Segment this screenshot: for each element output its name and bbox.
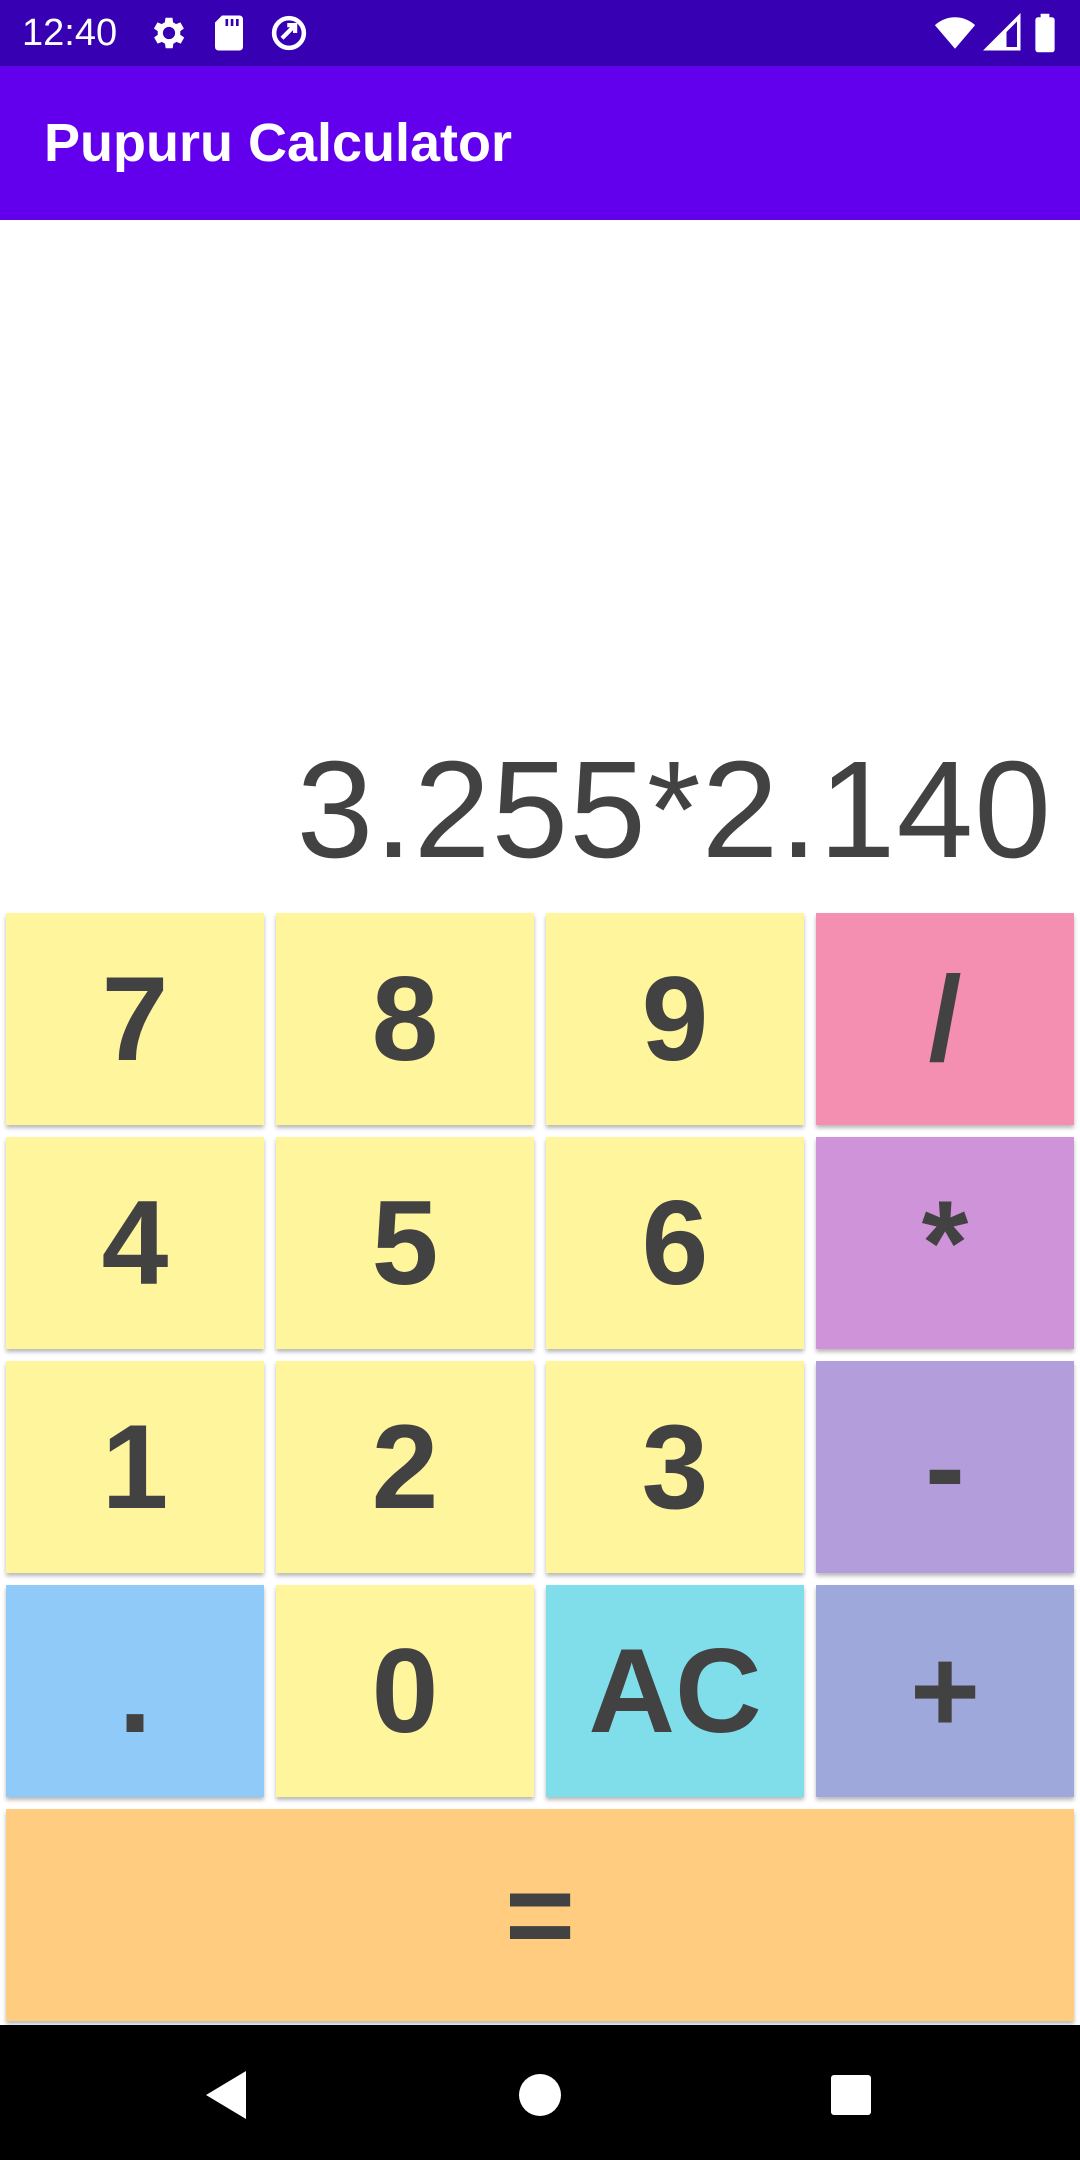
wifi-icon: [934, 12, 976, 54]
multiply-button[interactable]: *: [816, 1137, 1074, 1349]
equals-button[interactable]: =: [6, 1809, 1074, 2021]
key-3[interactable]: 3: [546, 1361, 804, 1573]
navigation-bar: [0, 2025, 1080, 2160]
expression-display: 3.255*2.140: [296, 733, 1052, 887]
status-time: 12:40: [22, 12, 118, 54]
status-bar: 12:40: [0, 0, 1080, 66]
recents-icon[interactable]: [811, 2055, 891, 2135]
key-9[interactable]: 9: [546, 913, 804, 1125]
gear-icon: [148, 12, 190, 54]
key-8[interactable]: 8: [276, 913, 534, 1125]
key-1[interactable]: 1: [6, 1361, 264, 1573]
key-6[interactable]: 6: [546, 1137, 804, 1349]
key-0[interactable]: 0: [276, 1585, 534, 1797]
key-7[interactable]: 7: [6, 913, 264, 1125]
cellular-signal-icon: [982, 12, 1024, 54]
sd-card-icon: [208, 12, 250, 54]
divide-button[interactable]: /: [816, 913, 1074, 1125]
decimal-point-button[interactable]: .: [6, 1585, 264, 1797]
calculator-display: 3.255*2.140: [0, 220, 1080, 910]
subtract-button[interactable]: -: [816, 1361, 1074, 1573]
home-icon[interactable]: [500, 2055, 580, 2135]
app-bar: Pupuru Calculator: [0, 66, 1080, 220]
key-5[interactable]: 5: [276, 1137, 534, 1349]
all-clear-button[interactable]: AC: [546, 1585, 804, 1797]
add-button[interactable]: +: [816, 1585, 1074, 1797]
back-icon[interactable]: [186, 2055, 266, 2135]
key-2[interactable]: 2: [276, 1361, 534, 1573]
battery-icon: [1030, 12, 1060, 54]
data-saver-icon: [268, 12, 310, 54]
app-title: Pupuru Calculator: [44, 113, 513, 173]
key-4[interactable]: 4: [6, 1137, 264, 1349]
